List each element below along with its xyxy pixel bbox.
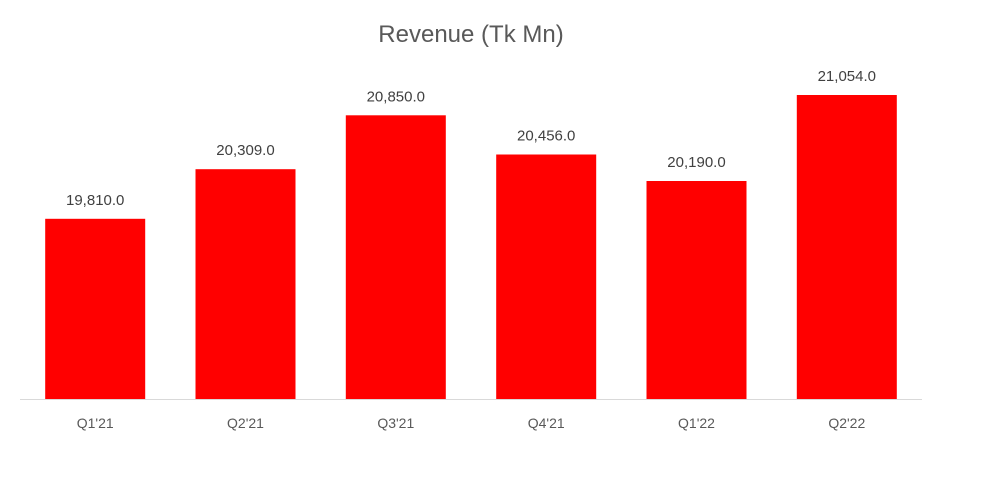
x-tick-label: Q2'21 xyxy=(227,415,264,431)
bar xyxy=(496,154,597,399)
bar xyxy=(45,218,146,399)
bar xyxy=(646,181,747,399)
data-label: 19,810.0 xyxy=(66,192,124,209)
data-label: 20,309.0 xyxy=(216,142,274,159)
x-tick-label: Q1'22 xyxy=(678,415,715,431)
data-labels-layer: 19,810.0 20,309.0 20,850.0 20,456.0 20,190.0… xyxy=(66,68,876,209)
data-label: 20,190.0 xyxy=(667,154,725,171)
data-label: 21,054.0 xyxy=(818,68,876,85)
x-tick-label: Q1'21 xyxy=(77,415,114,431)
bar xyxy=(796,95,897,399)
x-tick-label: Q2'22 xyxy=(828,415,865,431)
x-tick-label: Q4'21 xyxy=(528,415,565,431)
bars-layer xyxy=(45,95,897,400)
data-label: 20,850.0 xyxy=(367,88,425,105)
chart-title: Revenue (Tk Mn) xyxy=(378,21,563,48)
x-tick-label: Q3'21 xyxy=(377,415,414,431)
data-label: 20,456.0 xyxy=(517,128,575,145)
bar xyxy=(345,115,446,400)
x-tick-labels-layer: Q1'21 Q2'21 Q3'21 Q4'21 Q1'22 Q2'22 xyxy=(77,415,866,431)
bar xyxy=(195,169,296,399)
